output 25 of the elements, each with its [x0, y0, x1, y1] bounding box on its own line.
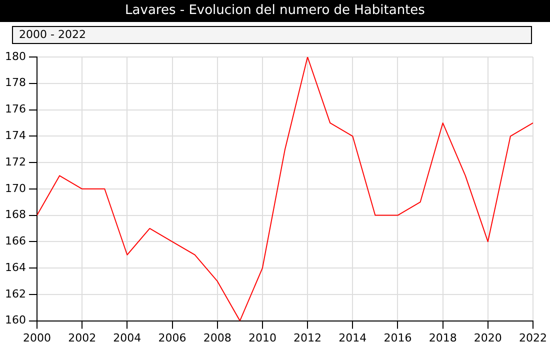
- x-tick-label: 2010: [248, 331, 276, 344]
- x-tick-label: 2004: [113, 331, 142, 344]
- y-tick-label: 180: [4, 50, 26, 63]
- y-tick-label: 162: [4, 287, 26, 300]
- y-tick-label: 170: [4, 182, 26, 195]
- y-tick-label: 160: [4, 314, 26, 327]
- x-tick-label: 2006: [158, 331, 186, 344]
- x-tick-label: 2008: [203, 331, 232, 344]
- chart-subtitle: 2000 - 2022: [12, 26, 532, 44]
- x-tick-label: 2012: [294, 331, 322, 344]
- chart-title: Lavares - Evolucion del numero de Habitantes: [0, 0, 550, 22]
- y-tick-label: 164: [4, 260, 26, 274]
- x-tick-label: 2022: [519, 331, 548, 344]
- x-tick-label: 2014: [338, 331, 367, 344]
- x-tick-label: 2016: [384, 331, 412, 344]
- y-tick-label: 166: [4, 234, 26, 248]
- x-tick-label: 2000: [22, 331, 51, 344]
- x-tick-label: 2020: [474, 331, 502, 344]
- y-tick-label: 172: [4, 155, 26, 168]
- y-tick-label: 178: [4, 76, 26, 90]
- x-tick-label: 2018: [428, 331, 457, 344]
- y-tick-label: 174: [4, 129, 26, 142]
- y-tick-label: 176: [4, 102, 26, 116]
- y-tick-label: 168: [4, 208, 26, 222]
- x-tick-label: 2002: [68, 331, 96, 344]
